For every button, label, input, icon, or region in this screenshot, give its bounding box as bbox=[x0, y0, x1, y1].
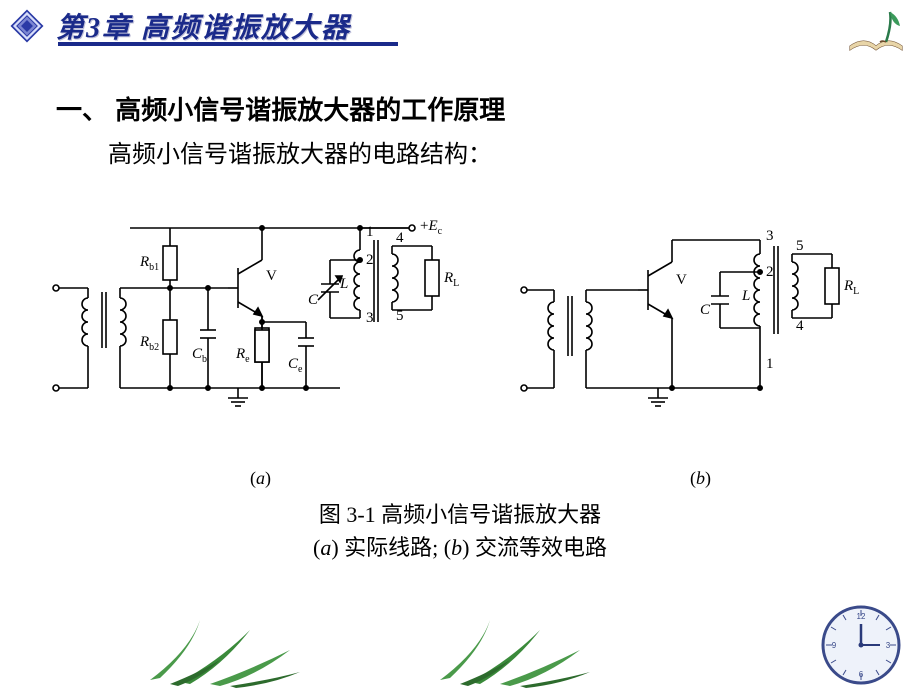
svg-text:6: 6 bbox=[859, 670, 864, 679]
svg-text:3: 3 bbox=[886, 641, 891, 650]
bamboo-leaf-left-icon bbox=[130, 590, 320, 690]
section-paragraph: 高频小信号谐振放大器的电路结构： bbox=[108, 134, 492, 169]
svg-text:Rb2: Rb2 bbox=[139, 334, 159, 353]
svg-text:1: 1 bbox=[766, 356, 774, 372]
book-icon bbox=[846, 6, 906, 56]
svg-text:4: 4 bbox=[396, 230, 404, 246]
svg-text:RL: RL bbox=[843, 278, 859, 297]
svg-text:Cb: Cb bbox=[192, 346, 207, 365]
svg-text:1: 1 bbox=[366, 224, 374, 240]
svg-text:L: L bbox=[339, 276, 348, 292]
bamboo-leaf-right-icon bbox=[420, 590, 610, 690]
svg-text:12: 12 bbox=[857, 612, 866, 621]
figure-caption: 图 3-1 高频小信号谐振放大器 (a) 实际线路; (b) 交流等效电路 bbox=[0, 498, 920, 564]
clock-icon: 12 3 6 9 bbox=[820, 604, 902, 686]
svg-text:RL: RL bbox=[443, 270, 459, 289]
svg-text:Ce: Ce bbox=[288, 356, 303, 375]
svg-text:Rb1: Rb1 bbox=[139, 254, 159, 273]
svg-text:3: 3 bbox=[766, 228, 774, 244]
svg-text:C: C bbox=[308, 292, 319, 308]
svg-text:4: 4 bbox=[796, 318, 804, 334]
svg-text:9: 9 bbox=[832, 641, 837, 650]
sublabel-b: (b) bbox=[690, 468, 711, 489]
slide-header: 第3章 高频谐振放大器 bbox=[10, 6, 910, 46]
svg-text:V: V bbox=[676, 272, 687, 288]
circuit-b: V C L RL 3 2 1 5 4 bbox=[510, 200, 880, 460]
title-underline bbox=[58, 42, 398, 46]
circuit-a: Rb1 Rb2 Cb Re Ce V C L RL +Ec 1 2 3 4 5 bbox=[40, 200, 485, 460]
svg-text:5: 5 bbox=[396, 308, 404, 324]
section-heading: 一、 高频小信号谐振放大器的工作原理 bbox=[56, 90, 505, 127]
sublabel-a: (a) bbox=[250, 468, 271, 489]
figure-wrap: Rb1 Rb2 Cb Re Ce V C L RL +Ec 1 2 3 4 5 bbox=[40, 200, 880, 470]
svg-text:5: 5 bbox=[796, 238, 804, 254]
chapter-title: 第3章 高频谐振放大器 bbox=[56, 6, 351, 46]
svg-text:2: 2 bbox=[366, 252, 374, 268]
svg-text:2: 2 bbox=[766, 264, 774, 280]
svg-text:Re: Re bbox=[235, 346, 250, 365]
svg-text:3: 3 bbox=[366, 310, 374, 326]
svg-text:V: V bbox=[266, 268, 277, 284]
svg-text:L: L bbox=[741, 288, 750, 304]
svg-text:C: C bbox=[700, 302, 711, 318]
diamond-icon bbox=[10, 9, 44, 43]
svg-text:+Ec: +Ec bbox=[420, 218, 443, 237]
